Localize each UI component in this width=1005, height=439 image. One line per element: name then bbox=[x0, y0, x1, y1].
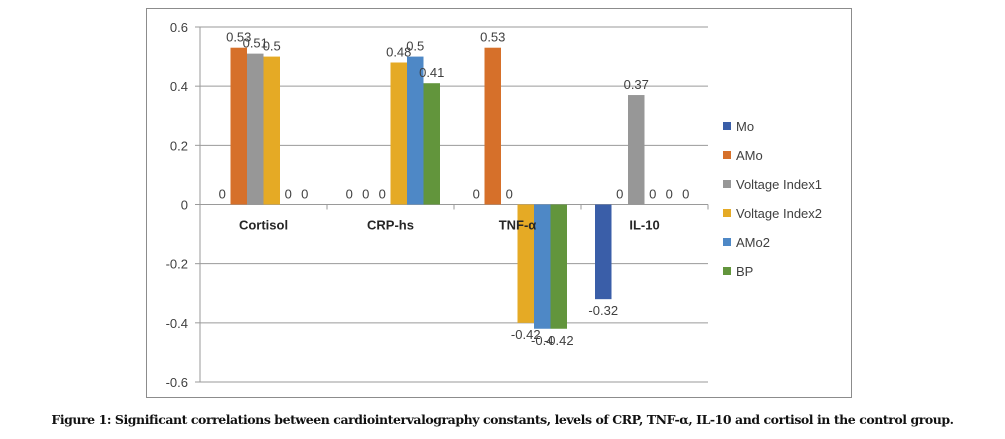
legend-label: Voltage Index2 bbox=[736, 206, 822, 221]
data-label: -0.42 bbox=[511, 327, 541, 342]
legend-label: Voltage Index1 bbox=[736, 177, 822, 192]
data-label: 0 bbox=[285, 187, 292, 202]
bar-amo bbox=[230, 47, 247, 205]
bar-amo2 bbox=[407, 56, 424, 205]
bar-bp bbox=[423, 83, 440, 205]
data-label: 0 bbox=[362, 187, 369, 202]
data-label: 0 bbox=[301, 187, 308, 202]
legend-label: Mo bbox=[736, 119, 754, 134]
legend-swatch bbox=[723, 209, 731, 217]
y-tick-label: 0.6 bbox=[170, 20, 188, 35]
y-tick-label: -0.6 bbox=[166, 375, 188, 390]
data-label: 0.5 bbox=[263, 39, 281, 54]
bar-mo bbox=[595, 204, 612, 300]
data-label: 0.41 bbox=[419, 65, 444, 80]
y-tick-label: -0.4 bbox=[166, 316, 188, 331]
legend-label: AMo2 bbox=[736, 235, 770, 250]
y-tick-label: -0.2 bbox=[166, 257, 188, 272]
bar-amo bbox=[484, 47, 501, 205]
y-tick-label: 0 bbox=[181, 198, 188, 213]
data-label: 0 bbox=[682, 187, 689, 202]
x-category-label: TNF-α bbox=[499, 218, 537, 233]
bar-voltage-index2 bbox=[263, 56, 280, 205]
y-tick-label: 0.2 bbox=[170, 138, 188, 153]
bar-bp bbox=[550, 204, 567, 329]
data-label: 0 bbox=[506, 187, 513, 202]
legend-swatch bbox=[723, 238, 731, 246]
data-label: -0.4 bbox=[531, 333, 553, 348]
legend-swatch bbox=[723, 151, 731, 159]
data-label: 0.48 bbox=[386, 45, 411, 60]
bar-voltage-index1 bbox=[628, 95, 645, 205]
legend-swatch bbox=[723, 180, 731, 188]
data-label: 0 bbox=[379, 187, 386, 202]
x-category-label: IL-10 bbox=[629, 218, 659, 233]
data-label: 0.5 bbox=[406, 39, 424, 54]
figure-caption: Figure 1: Significant correlations betwe… bbox=[51, 412, 954, 427]
data-label: 0.53 bbox=[226, 30, 251, 45]
bar-amo2 bbox=[534, 204, 551, 329]
legend-swatch bbox=[723, 267, 731, 275]
bar-voltage-index1 bbox=[247, 53, 264, 205]
data-label: -0.32 bbox=[588, 303, 618, 318]
data-label: 0.37 bbox=[624, 77, 649, 92]
legend-label: BP bbox=[736, 264, 753, 279]
data-label: 0 bbox=[473, 187, 480, 202]
data-label: -0.42 bbox=[544, 333, 574, 348]
bar-voltage-index2 bbox=[517, 204, 534, 323]
data-label: 0 bbox=[616, 187, 623, 202]
legend-label: AMo bbox=[736, 148, 763, 163]
bar-voltage-index2 bbox=[390, 62, 407, 205]
data-label: 0 bbox=[346, 187, 353, 202]
x-category-label: CRP-hs bbox=[367, 218, 414, 233]
data-label: 0 bbox=[649, 187, 656, 202]
legend-swatch bbox=[723, 122, 731, 130]
data-label: 0 bbox=[666, 187, 673, 202]
data-label: 0.51 bbox=[243, 36, 268, 51]
y-tick-label: 0.4 bbox=[170, 79, 188, 94]
data-label: 0 bbox=[219, 187, 226, 202]
data-label: 0.53 bbox=[480, 30, 505, 45]
x-category-label: Cortisol bbox=[239, 218, 288, 233]
